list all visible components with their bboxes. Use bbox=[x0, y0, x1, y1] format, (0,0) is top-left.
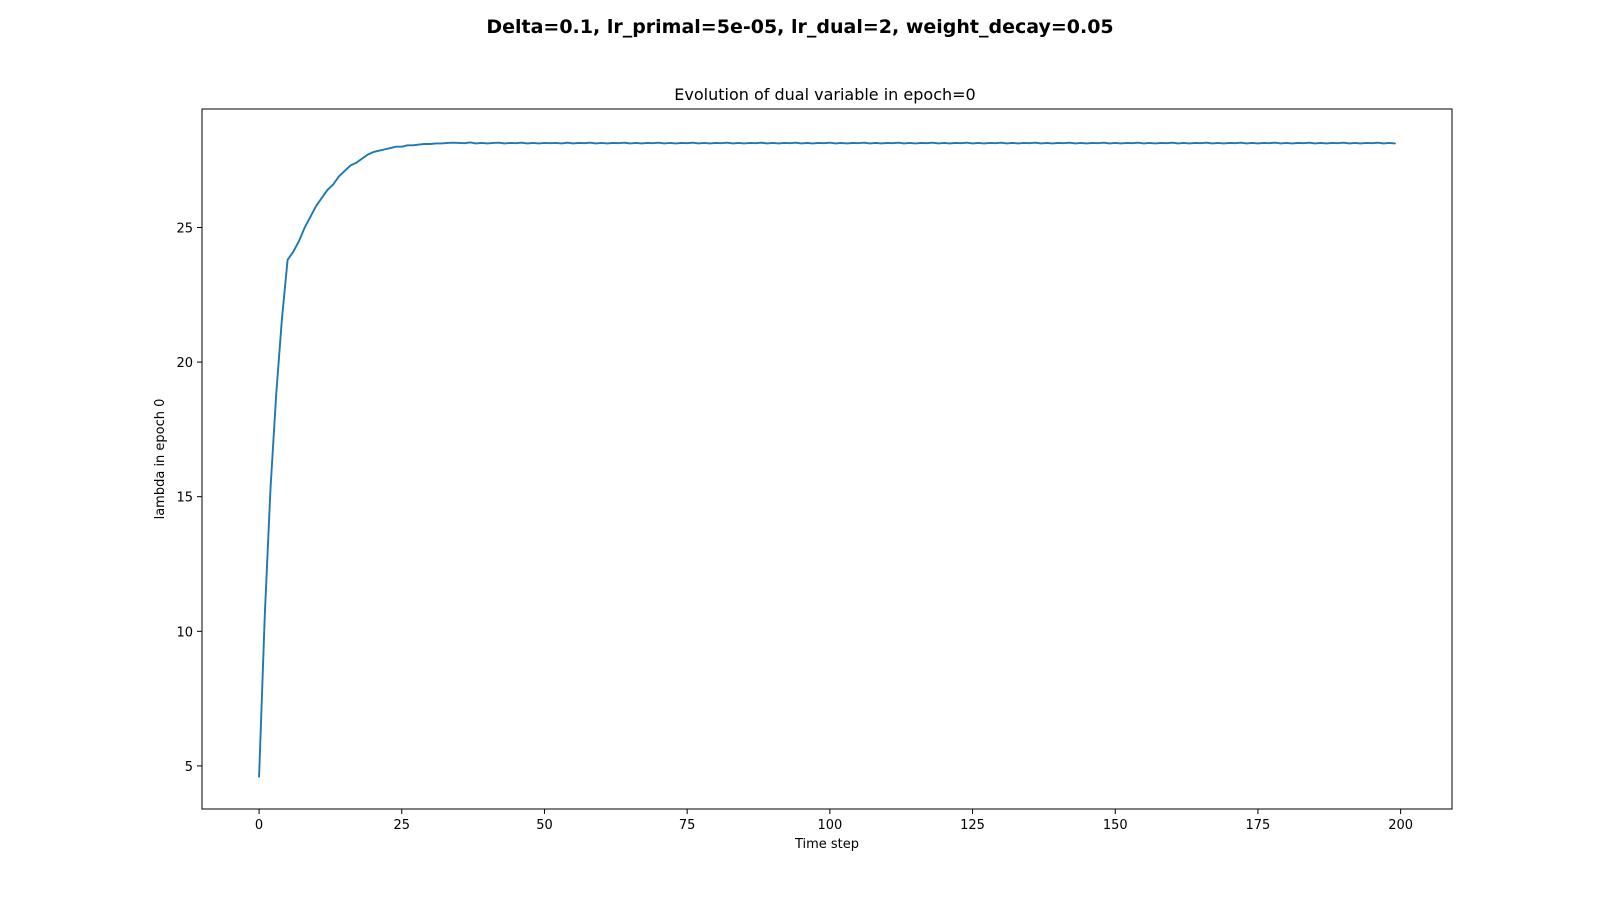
y-tick-label: 15 bbox=[176, 491, 193, 506]
x-tick-label: 200 bbox=[1388, 818, 1413, 833]
y-axis: 5 10 15 20 25 bbox=[176, 221, 202, 775]
x-axis-label: Time step bbox=[794, 837, 859, 852]
y-tick-label: 25 bbox=[176, 221, 193, 236]
x-tick-label: 175 bbox=[1246, 818, 1271, 833]
axes-frame bbox=[201, 108, 1453, 810]
axes-title: Evolution of dual variable in epoch=0 bbox=[674, 85, 975, 104]
y-axis-label: lambda in epoch 0 bbox=[153, 399, 168, 520]
y-tick-label: 20 bbox=[176, 356, 193, 371]
x-axis: 0 25 50 75 100 125 150 175 200 bbox=[255, 809, 1413, 833]
y-tick-label: 10 bbox=[176, 625, 193, 640]
x-tick-label: 150 bbox=[1103, 818, 1128, 833]
figure-suptitle: Delta=0.1, lr_primal=5e-05, lr_dual=2, w… bbox=[486, 16, 1113, 38]
x-tick-label: 75 bbox=[679, 818, 696, 833]
y-tick-label: 5 bbox=[185, 760, 193, 775]
x-tick-label: 100 bbox=[817, 818, 842, 833]
x-tick-label: 25 bbox=[393, 818, 410, 833]
x-tick-label: 125 bbox=[960, 818, 985, 833]
plot-area bbox=[258, 141, 1396, 778]
x-tick-label: 50 bbox=[536, 818, 553, 833]
series-line-0 bbox=[258, 141, 1396, 778]
x-tick-label: 0 bbox=[255, 818, 263, 833]
